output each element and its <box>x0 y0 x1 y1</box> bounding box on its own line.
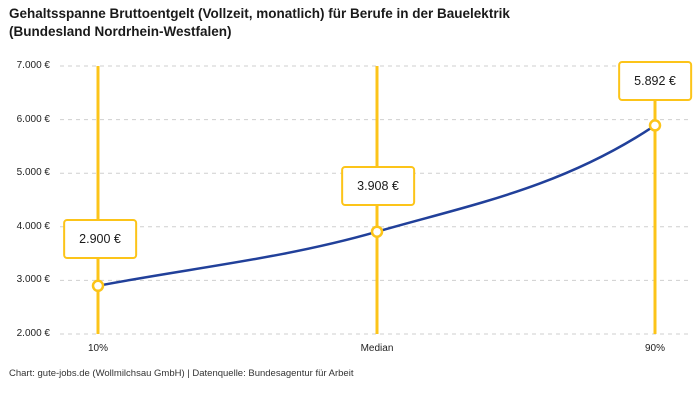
x-tick-90pct: 90% <box>644 343 666 354</box>
value-label-10pct: 2.900 € <box>63 219 137 259</box>
chart-title-line1: Gehaltsspanne Bruttoentgelt (Vollzeit, m… <box>9 6 510 21</box>
data-point-median <box>370 225 384 238</box>
y-tick-2000: 2.000 € <box>16 328 50 339</box>
x-tick-10pct: 10% <box>87 343 109 354</box>
x-tick-median: Median <box>360 343 394 354</box>
value-label-median: 3.908 € <box>341 166 415 206</box>
value-label-90pct: 5.892 € <box>618 61 692 101</box>
y-tick-4000: 4.000 € <box>16 221 50 232</box>
chart-title-line2: (Bundesland Nordrhein-Westfalen) <box>9 24 232 40</box>
y-tick-5000: 5.000 € <box>16 167 50 178</box>
y-tick-3000: 3.000 € <box>16 274 50 285</box>
y-tick-7000: 7.000 € <box>16 60 50 71</box>
y-tick-6000: 6.000 € <box>16 114 50 125</box>
data-point-10pct <box>91 279 105 293</box>
chart-title: Gehaltsspanne Bruttoentgelt (Vollzeit, m… <box>9 5 679 41</box>
source-caption: Chart: gute-jobs.de (Wollmilchsau GmbH) … <box>9 368 354 379</box>
data-point-90pct <box>648 119 662 132</box>
